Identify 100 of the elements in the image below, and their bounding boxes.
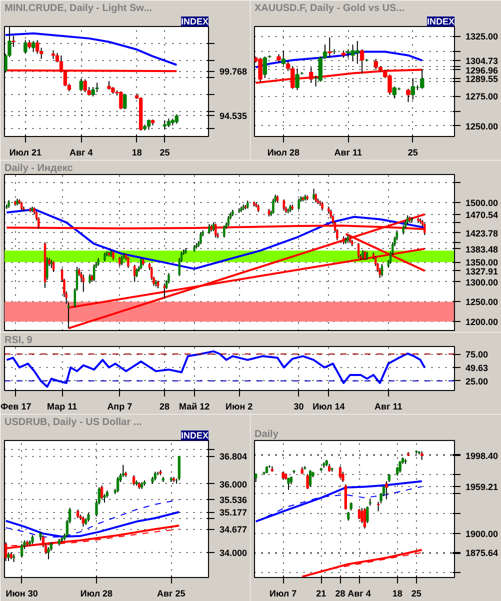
candlestick [306, 474, 309, 490]
candlestick [95, 82, 99, 93]
line-series [301, 548, 423, 578]
candlestick [406, 214, 409, 225]
x-tick-label: Июл 28 [80, 588, 113, 598]
candlestick [272, 198, 274, 214]
x-tick-label: 25 [160, 148, 170, 158]
x-tick-label: Июл 14 [312, 402, 345, 412]
candlestick [308, 470, 312, 488]
chart-title: RSI, 9 [4, 335, 33, 346]
candlestick [91, 86, 95, 97]
chart-title: XAUUSD.F, Daily - Gold vs US... [254, 3, 405, 14]
candlestick [362, 250, 364, 260]
candlestick [133, 264, 136, 282]
x-tick-label: Авг 11 [334, 148, 362, 158]
candlestick [314, 192, 317, 204]
y-tick-label: 34.000 [220, 548, 248, 558]
candlestick [127, 256, 130, 269]
candlestick [200, 232, 202, 245]
y-tick-label: 1423.78 [466, 228, 498, 238]
x-tick-label: Июл 28 [267, 148, 300, 158]
x-tick-label: Фев 17 [0, 402, 32, 412]
x-tick-label: Июл 21 [9, 148, 42, 158]
candlestick [146, 118, 151, 130]
candlestick [178, 455, 180, 481]
candlestick [344, 484, 347, 510]
candlestick [262, 56, 268, 79]
x-tick-label: Июн 30 [6, 588, 38, 598]
x-tick-label: Авг 4 [69, 148, 93, 158]
x-tick-label: 30 [294, 402, 304, 412]
candlestick [380, 264, 384, 277]
text: INDEX [180, 430, 209, 440]
candlestick [52, 260, 55, 272]
candlestick [79, 78, 83, 92]
candlestick [174, 114, 178, 124]
candlestick [338, 466, 342, 479]
x-tick-label: 25 [411, 588, 422, 598]
x-tick-label: Апр 7 [107, 402, 132, 412]
candlestick [312, 188, 315, 200]
y-tick-label: 1275.00 [466, 92, 498, 102]
candlestick [82, 516, 84, 528]
candlestick [83, 78, 87, 93]
y-tick-label: 1250.00 [466, 121, 498, 132]
candlestick [406, 88, 410, 103]
x-tick-label: 18 [392, 588, 402, 598]
x-tick-label: Авг 4 [348, 588, 371, 598]
y-tick-label: 1350.00 [466, 258, 498, 268]
candlestick [223, 225, 226, 238]
candlestick [119, 90, 123, 110]
x-tick-label: 21 [316, 588, 326, 598]
line-series [254, 50, 424, 68]
line-series [5, 499, 180, 538]
candlestick [298, 198, 300, 210]
y-tick-label: 1998.40 [466, 451, 498, 462]
candlestick [208, 224, 210, 234]
y-tick-label: 75.00 [466, 350, 488, 360]
candlestick [402, 224, 404, 235]
candlestick [123, 93, 127, 110]
candlestick [132, 474, 136, 486]
candlestick [287, 478, 290, 490]
chart-title: MINI.CRUDE, Daily - Light Sw... [4, 3, 152, 14]
x-tick-label: Июн 2 [226, 402, 253, 412]
line-series [10, 528, 180, 546]
candlestick [120, 255, 123, 266]
x-tick-label: Июл 7 [269, 588, 297, 598]
line-series [4, 32, 178, 66]
y-tick-label: 1325.00 [466, 32, 498, 42]
y-tick-label: 1327.91 [466, 266, 498, 276]
y-tick-label: 1875.64 [466, 548, 498, 558]
candlestick [46, 256, 48, 280]
x-tick-label: 28 [335, 588, 346, 598]
y-tick-label: 1959.21 [466, 482, 498, 492]
chart-title: Daily [254, 429, 279, 440]
candlestick [364, 250, 366, 261]
x-tick-label: Мар 11 [47, 402, 78, 412]
candlestick [118, 256, 121, 267]
y-tick-label: 1304.73 [466, 56, 498, 66]
text: INDEX [426, 16, 455, 26]
chart-title: Daily - Индекс [4, 163, 74, 174]
y-tick-label: 1500.00 [466, 198, 498, 208]
candlestick [163, 283, 166, 300]
candlestick [32, 40, 36, 53]
x-tick-label: Авг 25 [157, 588, 186, 598]
candlestick [88, 273, 91, 284]
candlestick [112, 250, 114, 261]
y-tick-label: 1900.00 [466, 528, 498, 539]
text: INDEX [180, 16, 209, 26]
x-tick-label: 28 [159, 402, 170, 412]
y-tick-label: 1289.55 [466, 74, 498, 84]
y-tick-label: 99.768 [220, 66, 248, 77]
y-tick-label: 1200.00 [466, 317, 498, 328]
chart-title: USDRUB, Daily - US Dollar ... [4, 417, 142, 428]
x-tick-label: 18 [132, 148, 142, 158]
x-tick-label: Май 12 [178, 402, 210, 412]
y-tick-label: 49.63 [466, 363, 488, 374]
y-tick-label: 1296.96 [466, 65, 498, 76]
line-series [254, 480, 423, 522]
y-tick-label: 36.000 [220, 479, 248, 490]
y-tick-label: 35.177 [220, 508, 248, 518]
candlestick [92, 264, 96, 282]
